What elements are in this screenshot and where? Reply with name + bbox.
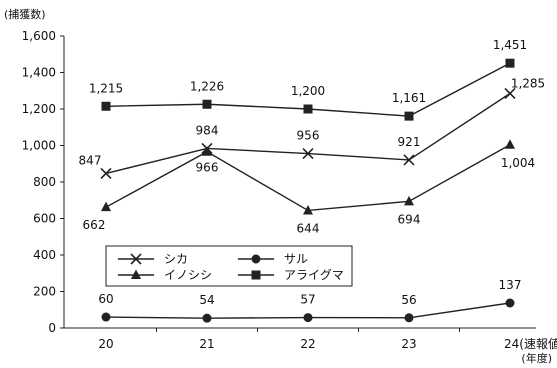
data-label-circle: 137 bbox=[499, 278, 522, 292]
data-point-x bbox=[302, 147, 314, 160]
y-tick-label: 1,000 bbox=[22, 139, 56, 153]
data-point-circle bbox=[303, 313, 313, 323]
x-tick-label: 20 bbox=[98, 337, 113, 351]
x-tick-label: 22 bbox=[300, 337, 315, 351]
data-label-triangle: 662 bbox=[83, 218, 106, 232]
data-label-x: 956 bbox=[297, 129, 320, 143]
data-point-x bbox=[403, 154, 415, 166]
data-label-triangle: 966 bbox=[196, 161, 219, 175]
data-label-circle: 57 bbox=[300, 293, 315, 307]
data-point-triangle bbox=[303, 204, 313, 215]
data-point-circle bbox=[505, 298, 515, 308]
legend-item-square: アライグマ bbox=[238, 268, 344, 282]
data-label-x: 921 bbox=[398, 135, 421, 149]
y-tick-label: 1,200 bbox=[22, 102, 56, 116]
data-label-square: 1,451 bbox=[493, 38, 527, 52]
data-point-square bbox=[404, 111, 414, 121]
y-tick-label: 1,600 bbox=[22, 29, 56, 43]
data-point-triangle bbox=[101, 201, 111, 212]
legend-box bbox=[105, 245, 353, 287]
legend-label: アライグマ bbox=[284, 268, 344, 282]
legend-marker-square bbox=[251, 270, 261, 280]
legend-label: サル bbox=[284, 252, 308, 266]
data-label-x: 847 bbox=[79, 153, 102, 167]
data-label-circle: 60 bbox=[98, 292, 113, 306]
data-point-triangle bbox=[202, 146, 212, 156]
x-tick-label: 21 bbox=[199, 337, 214, 351]
data-point-square bbox=[303, 104, 313, 114]
y-tick-label: 400 bbox=[33, 248, 56, 262]
data-point-x bbox=[100, 167, 112, 179]
data-point-x bbox=[504, 87, 516, 100]
y-tick-label: 0 bbox=[48, 321, 56, 335]
data-label-triangle: 694 bbox=[398, 212, 421, 226]
data-point-square bbox=[202, 99, 212, 109]
x-tick-label: 23 bbox=[401, 337, 416, 351]
data-point-square bbox=[505, 58, 515, 68]
data-labels: 847 984 956 921 1,285 60 54 57 56 137 662 966 644 694… bbox=[79, 38, 546, 307]
data-point-circle bbox=[404, 313, 414, 323]
data-label-x: 1,285 bbox=[511, 76, 545, 90]
data-point-circle bbox=[202, 313, 212, 323]
data-label-triangle: 644 bbox=[297, 221, 320, 235]
data-label-circle: 54 bbox=[199, 293, 214, 307]
data-point-triangle bbox=[404, 195, 414, 206]
legend-marker-circle bbox=[251, 254, 261, 264]
y-ticks: 0 200 400 600 800 1,000 1,200 1,400 1,600 bbox=[22, 29, 64, 335]
data-label-x: 984 bbox=[196, 123, 219, 137]
series-markers bbox=[100, 58, 516, 323]
y-axis-title: (捕獲数) bbox=[4, 7, 46, 21]
legend-item-triangle: イノシシ bbox=[118, 268, 212, 282]
legend-item-circle: サル bbox=[238, 252, 308, 266]
x-ticks: 20 21 22 23 24(速報値) bbox=[98, 328, 557, 351]
x-tick-label: 24(速報値) bbox=[504, 336, 557, 351]
legend-label: イノシシ bbox=[164, 268, 212, 282]
data-point-square bbox=[101, 101, 111, 111]
legend-marker-x bbox=[130, 253, 142, 265]
legend-label: シカ bbox=[164, 252, 188, 266]
legend-item-x: シカ bbox=[118, 252, 188, 266]
y-tick-label: 600 bbox=[33, 212, 56, 226]
data-label-square: 1,161 bbox=[392, 91, 426, 105]
data-label-square: 1,226 bbox=[190, 79, 224, 93]
legend-marker-triangle bbox=[131, 269, 141, 279]
y-tick-label: 800 bbox=[33, 175, 56, 189]
x-axis-title: (年度) bbox=[521, 351, 552, 365]
data-label-square: 1,215 bbox=[89, 81, 123, 95]
data-label-square: 1,200 bbox=[291, 84, 325, 98]
y-tick-label: 1,400 bbox=[22, 66, 56, 80]
data-point-triangle bbox=[505, 139, 515, 149]
data-label-circle: 56 bbox=[401, 293, 416, 307]
data-label-triangle: 1,004 bbox=[501, 156, 535, 170]
data-point-circle bbox=[101, 312, 111, 322]
y-tick-label: 200 bbox=[33, 285, 56, 299]
